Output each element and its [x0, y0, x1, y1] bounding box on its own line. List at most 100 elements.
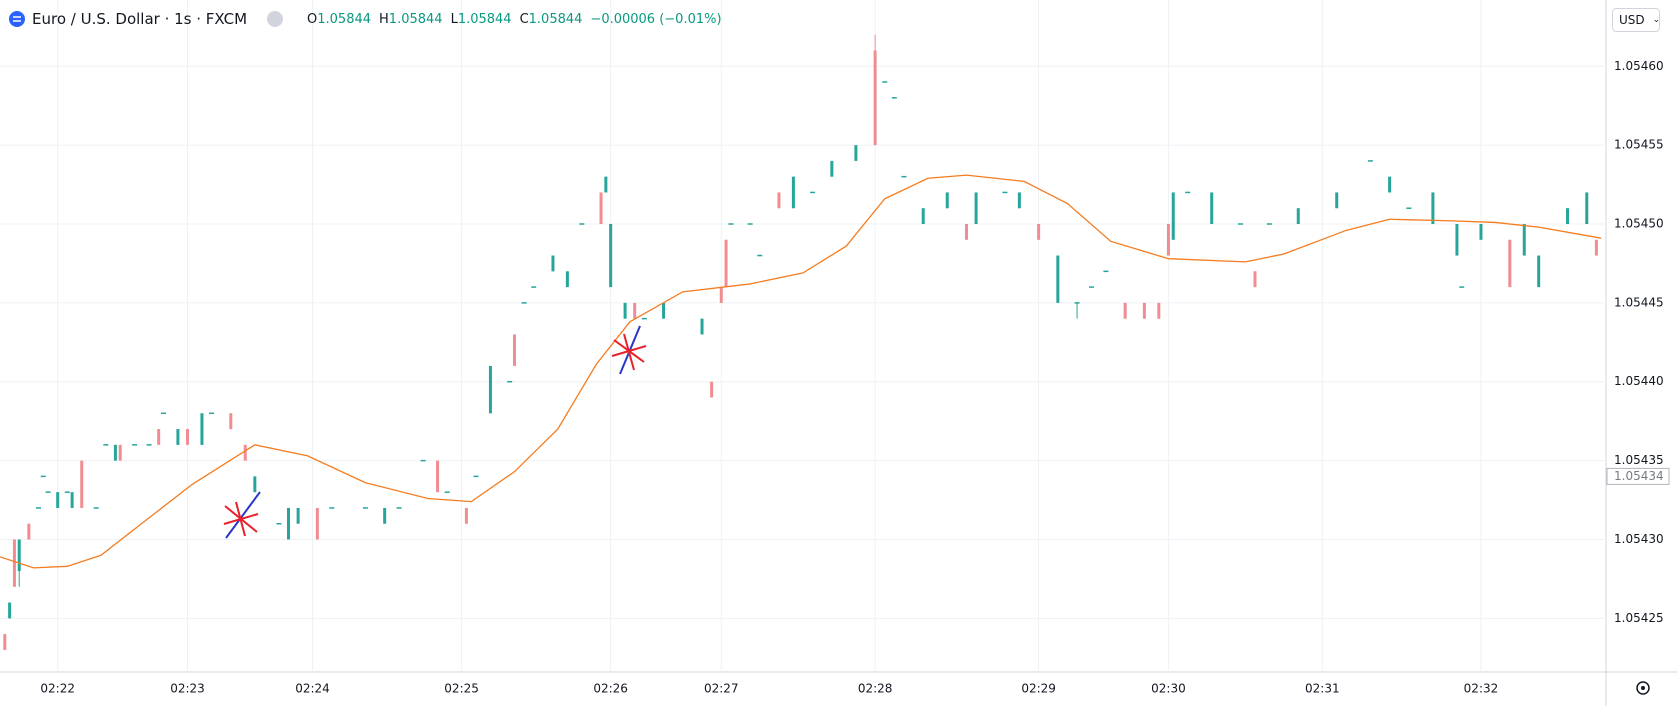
currency-dropdown[interactable]: USD ⌄ — [1612, 8, 1660, 32]
y-tick-label: 1.05435 — [1614, 453, 1664, 467]
candle-body — [444, 491, 450, 493]
y-tick-label: 1.05440 — [1614, 374, 1664, 388]
candle-body — [1123, 302, 1127, 319]
candle-body — [296, 507, 300, 524]
candle-body — [1296, 208, 1300, 224]
candle-body — [1335, 192, 1339, 209]
ohlc-key: O — [307, 11, 318, 27]
candle-body — [1253, 271, 1257, 288]
candle-body — [1367, 160, 1373, 162]
candle-body — [791, 176, 795, 209]
x-tick-label: 02:29 — [1021, 682, 1056, 696]
ohlc-value: 1.05844 — [388, 11, 443, 27]
candle-body — [1142, 302, 1146, 319]
ohlc-key: C — [519, 11, 529, 27]
candle-body — [1238, 223, 1244, 225]
candle-body — [186, 429, 190, 445]
candle-body — [1266, 223, 1272, 225]
x-tick-label: 02:24 — [295, 682, 330, 696]
candle-body — [565, 271, 569, 288]
candle-body — [882, 81, 888, 83]
candle-body — [1166, 224, 1170, 256]
candle-body — [1594, 239, 1598, 256]
x-tick-label: 02:28 — [858, 682, 893, 696]
candle-body — [1157, 302, 1161, 319]
candle-body — [56, 492, 60, 508]
candle-body — [512, 334, 516, 366]
x-tick-label: 02:23 — [170, 682, 205, 696]
candle-body — [873, 50, 877, 146]
candle-body — [830, 160, 834, 177]
candle-body — [362, 507, 368, 509]
candle-body — [420, 459, 426, 462]
candle-body — [700, 318, 704, 335]
candle-body — [1566, 208, 1570, 224]
candle-body — [777, 192, 781, 209]
candle-body — [1537, 255, 1541, 288]
x-tick-label: 02:22 — [40, 682, 75, 696]
grid — [0, 0, 1606, 672]
last-price-box — [1606, 467, 1670, 485]
y-tick-label: 1.05425 — [1614, 611, 1664, 625]
candle-body — [1185, 191, 1191, 194]
symbol[interactable]: Euro / U.S. Dollar · 1s · FXCM — [32, 10, 248, 28]
candle-body — [287, 507, 291, 540]
x-tick-label: 02:32 — [1464, 682, 1499, 696]
candle-body — [329, 507, 335, 509]
candle-body — [599, 192, 603, 224]
candle-body — [93, 507, 99, 509]
symbol-icon — [9, 11, 25, 27]
candle-body — [901, 175, 907, 178]
candle-body — [1210, 192, 1214, 224]
candle-body — [747, 223, 753, 225]
candle-body — [1089, 286, 1095, 288]
drawings — [223, 325, 647, 539]
hide-button[interactable] — [267, 11, 284, 27]
candle-body — [891, 97, 897, 99]
candle-body — [854, 145, 858, 161]
settings-icon[interactable] — [1636, 681, 1650, 695]
ohlc-key: H — [379, 11, 389, 27]
candle-body — [12, 539, 16, 587]
candle-body — [1171, 192, 1175, 240]
candle-body — [623, 302, 627, 319]
change: −0.00006 (−0.01%) — [590, 11, 722, 27]
candle-body — [27, 523, 31, 540]
candle-body — [633, 302, 637, 319]
x-tick-label: 02:25 — [444, 682, 479, 696]
ohlc-item: L1.05844 — [451, 12, 512, 27]
candle-body — [103, 444, 109, 446]
drawing-star — [611, 333, 647, 371]
candle-body — [1017, 192, 1021, 209]
ohlc-item: H1.05844 — [379, 12, 443, 27]
candle-body — [719, 287, 723, 303]
candle-body — [921, 208, 925, 224]
candle-body — [710, 381, 714, 398]
candle-body — [964, 224, 968, 240]
candle-body — [35, 507, 41, 509]
candle-body — [1585, 192, 1589, 224]
candle-body — [315, 507, 319, 540]
candle-body — [1074, 302, 1080, 304]
candle-body — [507, 380, 513, 383]
candle-body — [146, 444, 152, 446]
candle-body — [464, 507, 468, 524]
candle-body — [579, 223, 585, 225]
candle-body — [473, 475, 479, 478]
y-tick-label: 1.05445 — [1614, 295, 1664, 309]
candle-body — [945, 192, 949, 209]
candle-body — [1037, 224, 1041, 240]
candle-body — [1431, 192, 1435, 224]
candle-body — [64, 491, 70, 493]
candle-body — [132, 444, 138, 446]
candle-body — [1406, 207, 1412, 209]
candle-body — [604, 176, 608, 193]
candle-body — [17, 539, 21, 572]
candle-body — [243, 444, 247, 461]
candle-body — [70, 492, 74, 508]
candle-body — [200, 413, 204, 445]
last-price-label: 1.05434 — [1614, 469, 1664, 483]
candle-body — [810, 191, 816, 194]
candle-body — [276, 522, 282, 525]
